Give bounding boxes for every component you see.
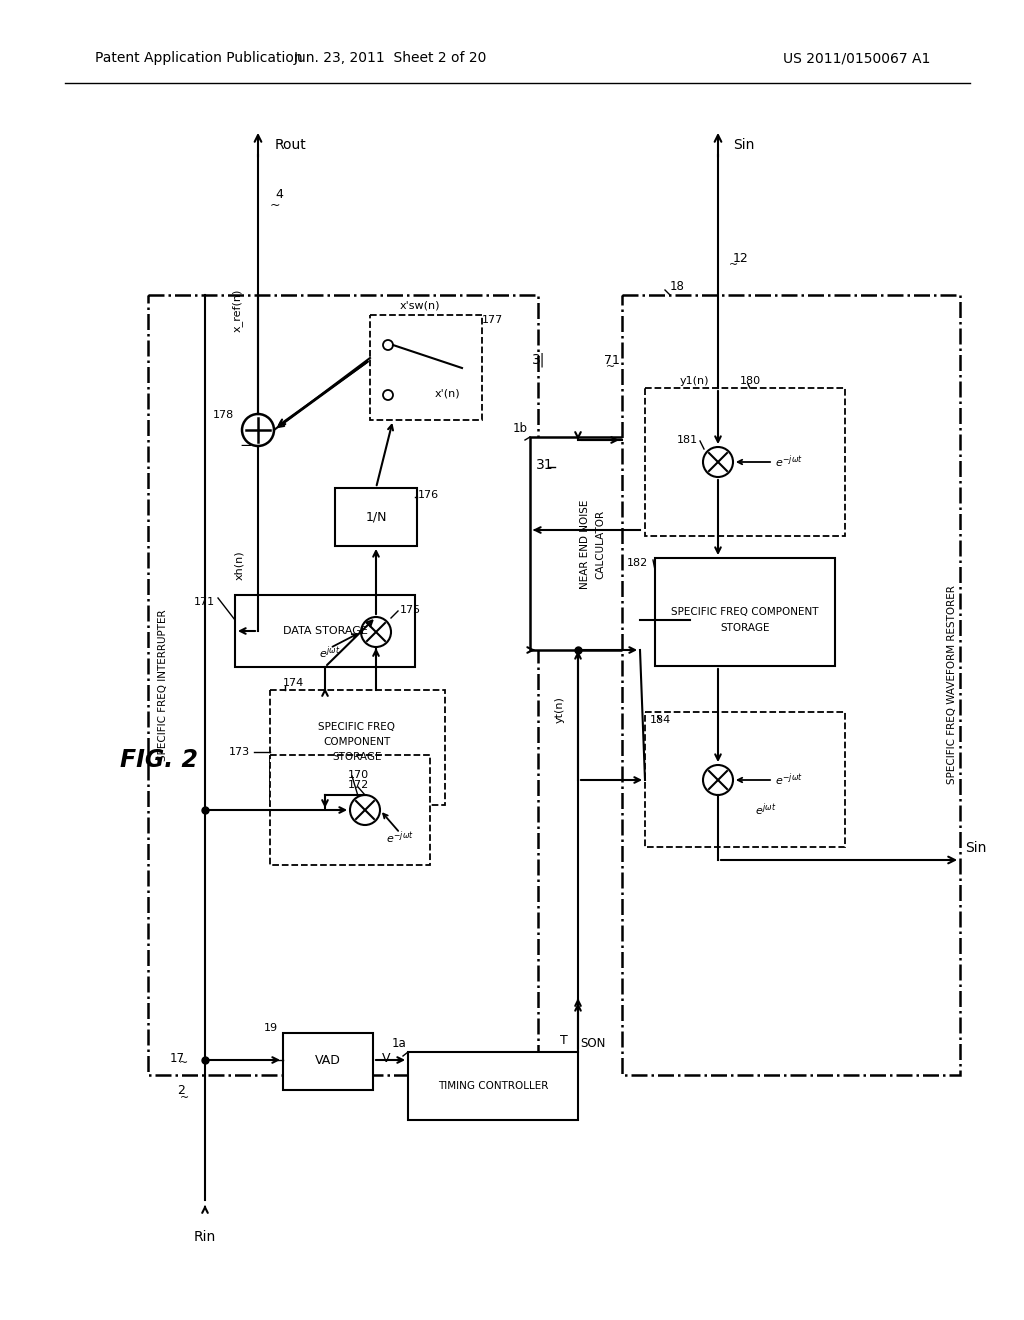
Text: 173: 173 bbox=[229, 747, 250, 756]
Bar bbox=[370, 315, 482, 420]
Text: ~: ~ bbox=[270, 198, 281, 211]
Text: 180: 180 bbox=[740, 376, 761, 385]
Text: FIG. 2: FIG. 2 bbox=[120, 748, 198, 772]
Text: $e^{-j\omega t}$: $e^{-j\omega t}$ bbox=[775, 454, 803, 470]
Text: 71: 71 bbox=[604, 354, 620, 367]
Text: yt(n): yt(n) bbox=[555, 697, 565, 723]
Text: V: V bbox=[382, 1052, 390, 1064]
Bar bbox=[408, 1052, 578, 1119]
Text: 1b: 1b bbox=[513, 422, 528, 436]
Bar bbox=[645, 711, 845, 847]
Text: Jun. 23, 2011  Sheet 2 of 20: Jun. 23, 2011 Sheet 2 of 20 bbox=[293, 51, 486, 65]
Bar bbox=[530, 437, 640, 649]
Text: ~: ~ bbox=[179, 1059, 188, 1068]
Text: Rin: Rin bbox=[194, 1230, 216, 1243]
Text: STORAGE: STORAGE bbox=[332, 752, 382, 762]
Bar bbox=[645, 388, 845, 536]
Text: 175: 175 bbox=[400, 605, 421, 615]
Text: Patent Application Publication: Patent Application Publication bbox=[95, 51, 303, 65]
Text: $e^{-j\omega t}$: $e^{-j\omega t}$ bbox=[775, 772, 803, 788]
Text: 12: 12 bbox=[733, 252, 749, 264]
Text: 182: 182 bbox=[627, 558, 648, 568]
Text: 177: 177 bbox=[482, 315, 503, 325]
Text: 4: 4 bbox=[275, 189, 283, 202]
Text: $e^{j\omega t}$: $e^{j\omega t}$ bbox=[319, 644, 341, 661]
Bar bbox=[335, 488, 417, 546]
Text: 2: 2 bbox=[177, 1084, 185, 1097]
Bar bbox=[283, 1034, 373, 1090]
Text: $e^{j\omega t}$: $e^{j\omega t}$ bbox=[755, 801, 776, 818]
Text: Rout: Rout bbox=[275, 139, 307, 152]
Text: 1/N: 1/N bbox=[366, 511, 387, 524]
Text: TIMING CONTROLLER: TIMING CONTROLLER bbox=[438, 1081, 548, 1092]
Text: 18: 18 bbox=[670, 280, 685, 293]
Text: Sin: Sin bbox=[965, 841, 986, 855]
Text: DATA STORAGE: DATA STORAGE bbox=[283, 626, 368, 636]
Text: −: − bbox=[240, 437, 252, 453]
Text: 176: 176 bbox=[418, 490, 439, 500]
Bar bbox=[270, 755, 430, 865]
Text: 3|: 3| bbox=[531, 352, 545, 367]
Text: $e^{-j\omega t}$: $e^{-j\omega t}$ bbox=[386, 830, 414, 846]
Text: 19: 19 bbox=[264, 1023, 278, 1034]
Text: 171: 171 bbox=[194, 597, 215, 607]
Bar bbox=[148, 294, 538, 1074]
Text: xh(n): xh(n) bbox=[234, 550, 244, 579]
Text: SPECIFIC FREQ INTERRUPTER: SPECIFIC FREQ INTERRUPTER bbox=[158, 610, 168, 760]
Text: 178: 178 bbox=[213, 411, 234, 420]
Text: COMPONENT: COMPONENT bbox=[324, 737, 390, 747]
Text: STORAGE: STORAGE bbox=[720, 623, 770, 634]
Text: 17: 17 bbox=[170, 1052, 185, 1064]
Text: x_ref(n): x_ref(n) bbox=[232, 288, 243, 331]
Text: x'(n): x'(n) bbox=[435, 388, 461, 399]
Text: y1(n): y1(n) bbox=[680, 376, 710, 385]
Text: 172: 172 bbox=[348, 780, 370, 789]
Text: ~: ~ bbox=[729, 260, 738, 271]
Text: 184: 184 bbox=[650, 715, 672, 725]
Text: 31: 31 bbox=[537, 458, 554, 473]
Text: NEAR END NOISE: NEAR END NOISE bbox=[580, 499, 590, 589]
Text: 174: 174 bbox=[283, 678, 304, 688]
Text: 170: 170 bbox=[348, 770, 369, 780]
Text: ~: ~ bbox=[180, 1093, 189, 1104]
Text: SPECIFIC FREQ: SPECIFIC FREQ bbox=[318, 722, 395, 733]
Text: x'sw(n): x'sw(n) bbox=[399, 300, 440, 310]
Text: ~: ~ bbox=[606, 362, 615, 372]
Text: SPECIFIC FREQ WAVEFORM RESTORER: SPECIFIC FREQ WAVEFORM RESTORER bbox=[947, 586, 957, 784]
Text: CALCULATOR: CALCULATOR bbox=[595, 510, 605, 578]
Text: SON: SON bbox=[580, 1038, 605, 1049]
Text: SPECIFIC FREQ COMPONENT: SPECIFIC FREQ COMPONENT bbox=[672, 607, 819, 616]
Bar bbox=[622, 294, 961, 1074]
Bar bbox=[234, 595, 415, 667]
Text: Sin: Sin bbox=[733, 139, 755, 152]
Text: T: T bbox=[560, 1034, 568, 1047]
Bar bbox=[655, 558, 835, 667]
Text: US 2011/0150067 A1: US 2011/0150067 A1 bbox=[782, 51, 930, 65]
Text: VAD: VAD bbox=[315, 1055, 341, 1068]
Text: 1a: 1a bbox=[391, 1038, 406, 1049]
Bar bbox=[270, 690, 445, 805]
Text: 181: 181 bbox=[677, 436, 698, 445]
